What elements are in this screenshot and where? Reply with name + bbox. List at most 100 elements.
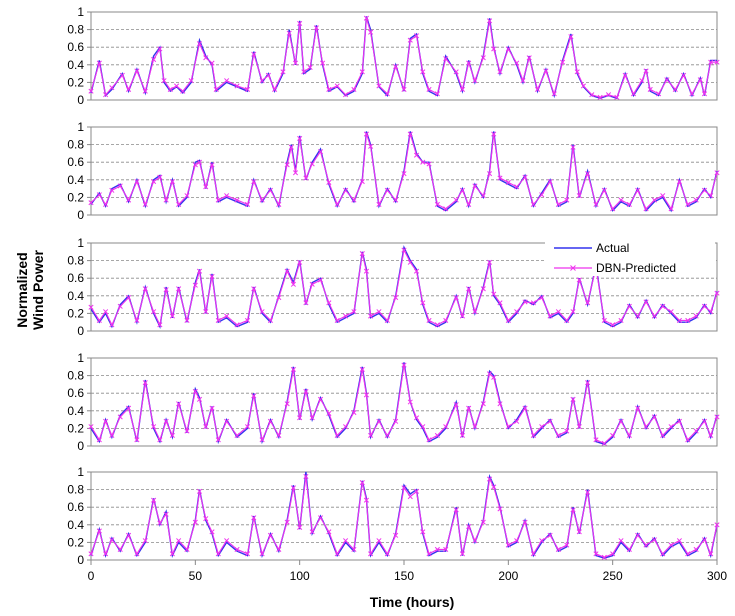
y-tick-label: 1 [77, 351, 84, 365]
predicted-point [497, 175, 503, 181]
predicted-point [514, 60, 520, 66]
predicted-point [434, 201, 440, 207]
predicted-point [351, 410, 357, 416]
predicted-point [334, 551, 340, 557]
predicted-point [215, 317, 221, 323]
predicted-point [626, 432, 632, 438]
y-tick-label: 0 [77, 208, 84, 222]
predicted-point [259, 551, 265, 557]
predicted-point [714, 59, 720, 65]
predicted-point [351, 309, 357, 315]
predicted-point [522, 174, 528, 180]
predicted-point [480, 519, 486, 525]
predicted-point [486, 171, 493, 177]
predicted-point [601, 440, 607, 446]
predicted-point [589, 92, 595, 98]
predicted-point [564, 197, 570, 203]
predicted-point [368, 313, 374, 319]
predicted-point [453, 197, 459, 203]
predicted-point [472, 78, 478, 84]
predicted-point [251, 515, 257, 521]
predicted-point [203, 55, 209, 61]
predicted-point [284, 401, 290, 407]
predicted-point [224, 193, 230, 199]
y-axis-title-line-1: Normalized [14, 252, 30, 327]
predicted-point [297, 20, 303, 26]
predicted-point [401, 362, 407, 368]
predicted-point [359, 366, 365, 372]
predicted-point [643, 68, 649, 74]
y-tick-label: 0.8 [67, 483, 84, 497]
predicted-point [376, 538, 382, 544]
predicted-point [651, 414, 657, 420]
predicted-point [151, 497, 157, 503]
predicted-point [303, 388, 309, 394]
predicted-point [564, 542, 570, 548]
predicted-point [169, 313, 175, 319]
predicted-point [284, 162, 290, 168]
predicted-point [126, 197, 132, 203]
predicted-point [426, 317, 432, 323]
predicted-point [161, 78, 167, 84]
predicted-point [486, 259, 493, 265]
predicted-point [326, 86, 332, 92]
predicted-point [134, 317, 140, 323]
predicted-point [96, 317, 102, 323]
predicted-point [157, 437, 163, 443]
predicted-point [209, 60, 215, 66]
predicted-point [472, 538, 478, 544]
predicted-point [480, 193, 486, 199]
predicted-point [169, 551, 175, 557]
x-tick-label: 50 [189, 569, 203, 583]
predicted-point [173, 83, 180, 89]
predicted-point [251, 179, 257, 185]
legend-background [545, 236, 715, 276]
predicted-point [685, 317, 691, 323]
predicted-point [514, 418, 520, 424]
y-axis-title: Normalized Wind Power [14, 249, 46, 330]
predicted-point [401, 247, 407, 253]
predicted-point [117, 414, 123, 420]
y-tick-label: 0.4 [67, 58, 84, 72]
predicted-point [434, 91, 440, 97]
predicted-point [280, 69, 286, 75]
predicted-point [668, 542, 674, 548]
predicted-point [393, 64, 399, 70]
predicted-point [491, 131, 497, 137]
predicted-point [317, 396, 324, 402]
predicted-point [555, 309, 561, 315]
predicted-point [618, 418, 624, 424]
predicted-point [401, 485, 407, 491]
predicted-point [126, 295, 132, 301]
x-tick-label: 250 [603, 569, 623, 583]
predicted-point [234, 83, 240, 89]
predicted-point [96, 192, 102, 198]
predicted-point [134, 551, 140, 557]
predicted-point [334, 432, 340, 438]
predicted-point [351, 197, 357, 203]
predicted-point [486, 476, 493, 482]
predicted-point [610, 206, 616, 212]
predicted-point [184, 317, 190, 323]
predicted-point [697, 77, 703, 83]
predicted-point [343, 187, 349, 193]
y-tick-label: 0.2 [67, 75, 84, 89]
predicted-point [134, 437, 140, 443]
predicted-point [660, 303, 666, 309]
predicted-point [420, 529, 426, 535]
predicted-point [593, 201, 599, 207]
predicted-point [359, 480, 365, 486]
predicted-point [676, 538, 682, 544]
predicted-point [443, 317, 449, 323]
predicted-point [276, 432, 282, 438]
predicted-point [192, 162, 198, 168]
y-tick-label: 1 [77, 236, 84, 250]
predicted-point [676, 179, 682, 185]
predicted-point [420, 424, 426, 430]
predicted-point [639, 78, 645, 84]
predicted-point [326, 300, 332, 306]
predicted-point [196, 41, 203, 47]
predicted-point [359, 251, 365, 257]
predicted-point [660, 193, 666, 199]
